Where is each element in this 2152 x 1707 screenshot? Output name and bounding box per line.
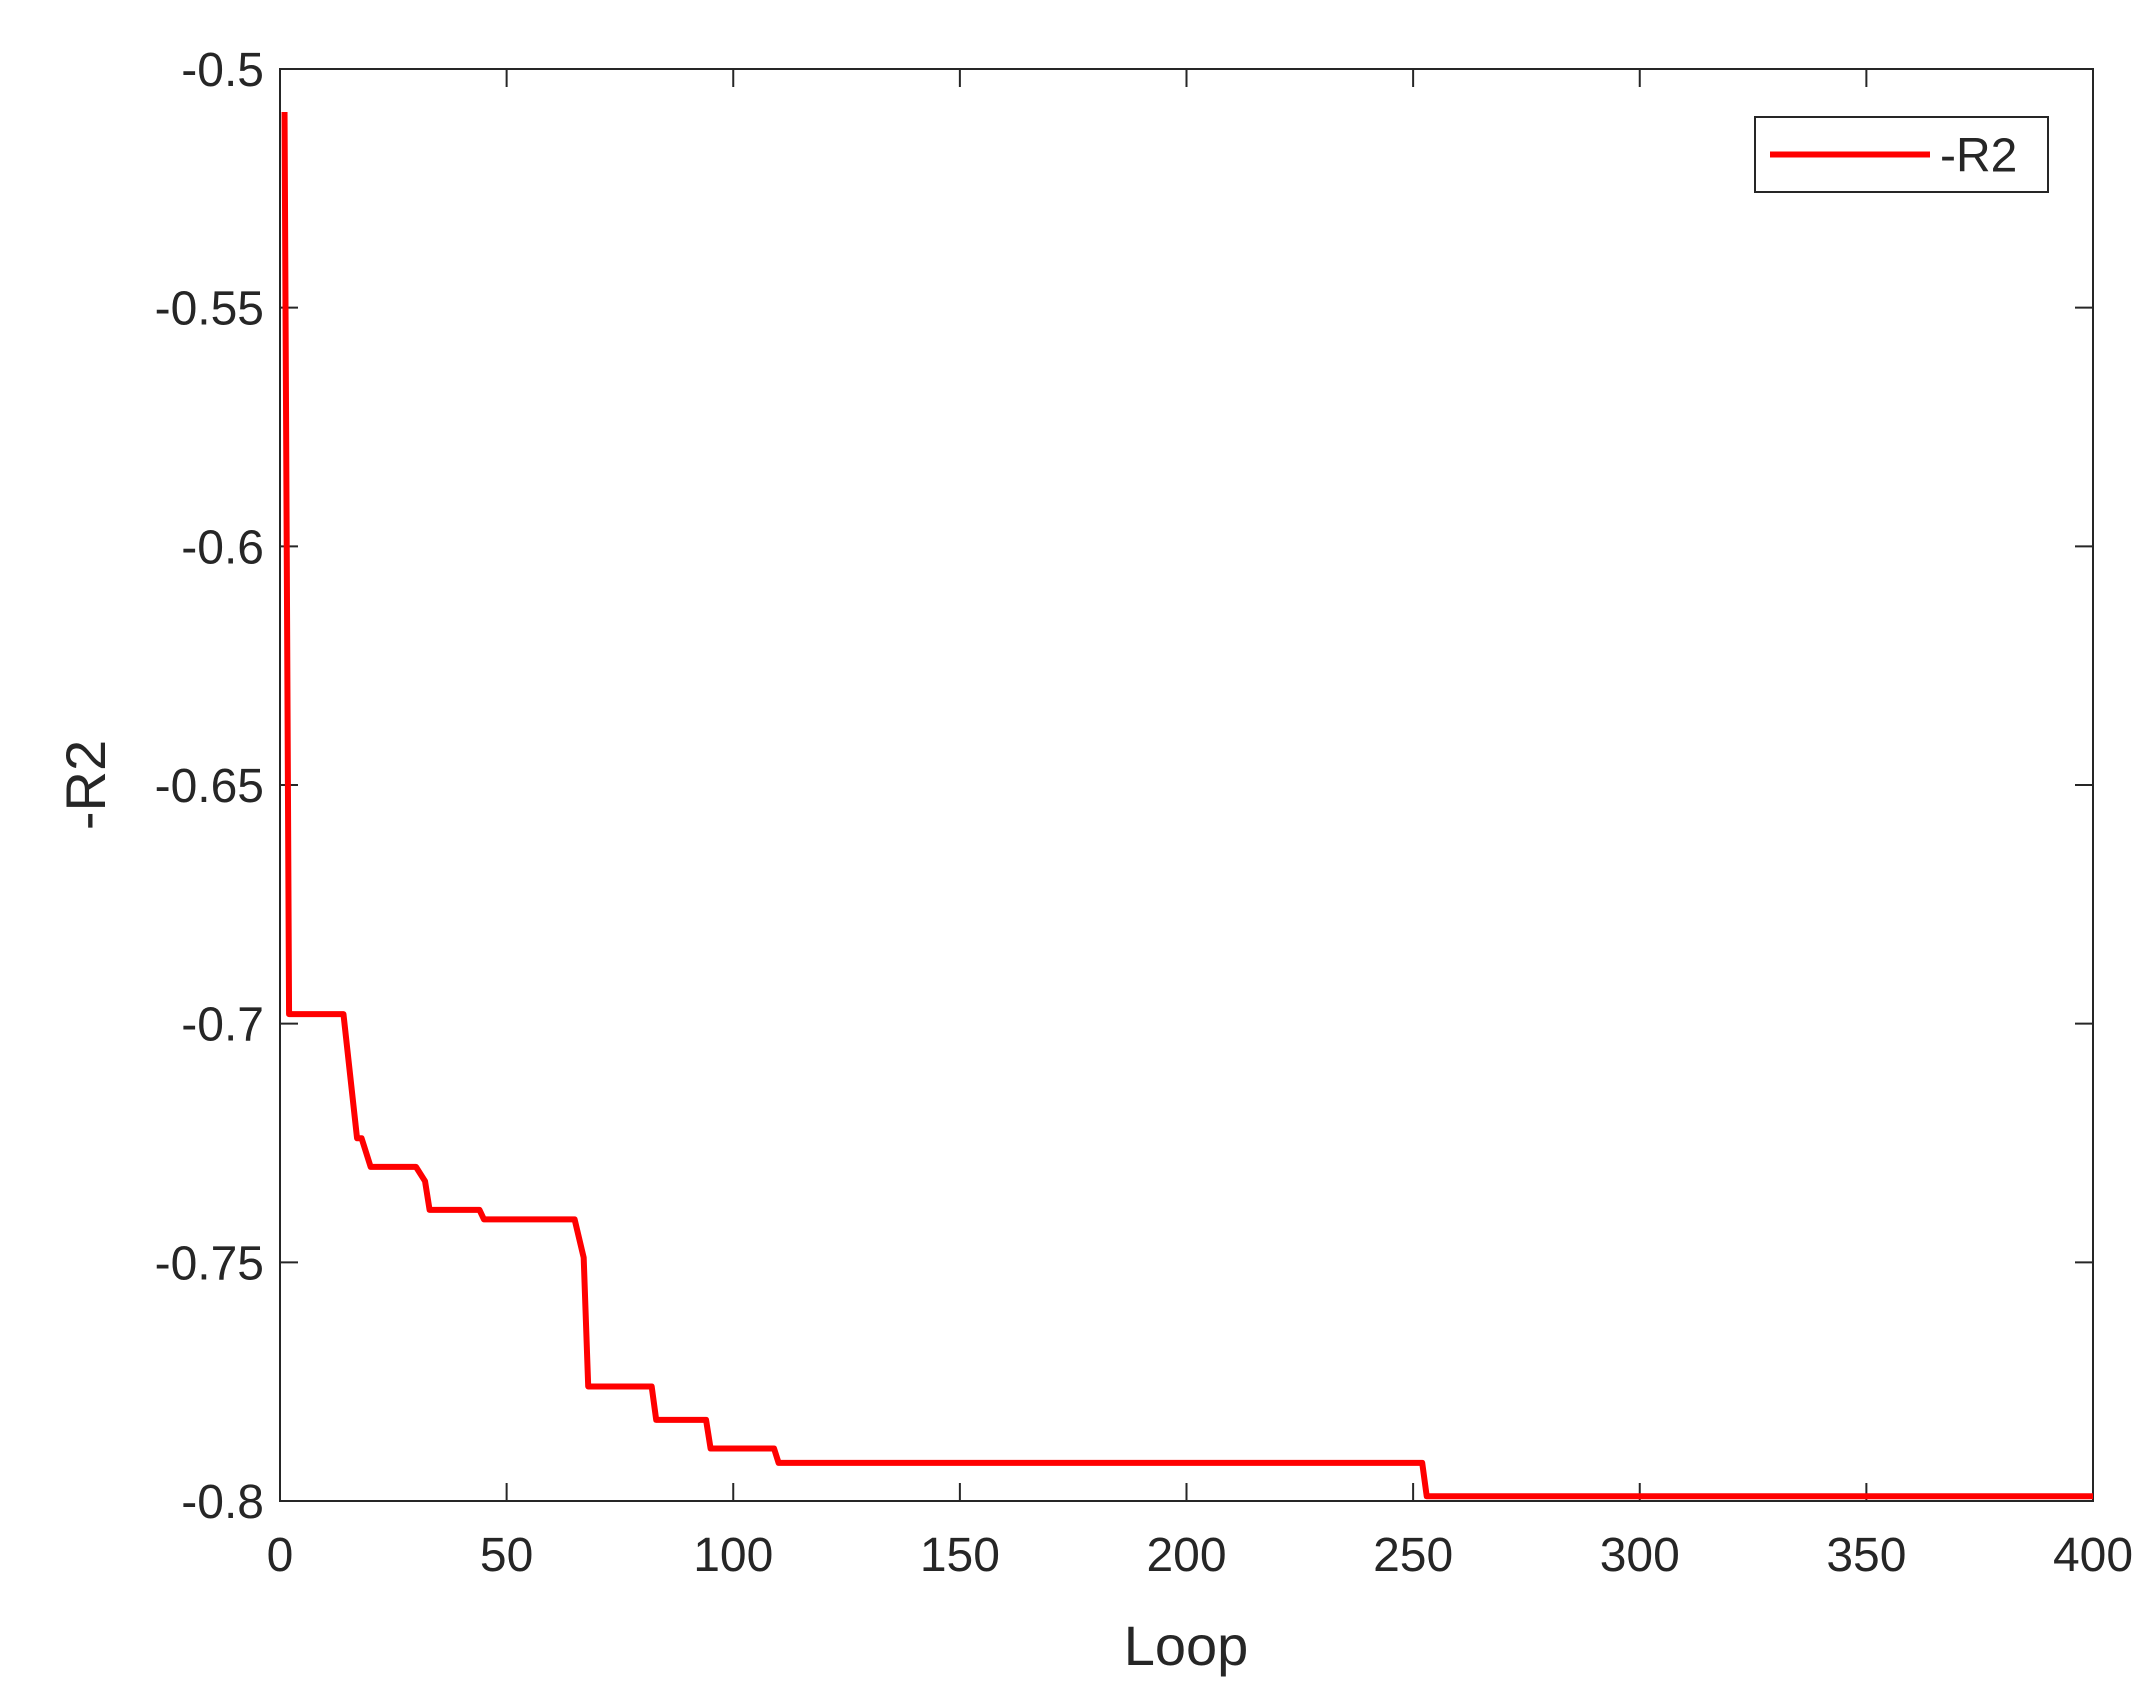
x-tick-label: 100 [693, 1529, 773, 1582]
y-tick-label: -0.5 [181, 44, 264, 97]
y-tick-label: -0.75 [155, 1237, 264, 1290]
y-tick-label: -0.7 [181, 999, 264, 1052]
y-tick-label: -0.55 [155, 283, 264, 336]
x-tick-label: 150 [920, 1529, 1000, 1582]
plot-frame [279, 68, 2094, 1502]
x-tick-label: 300 [1600, 1529, 1680, 1582]
y-tick-label: -0.6 [181, 521, 264, 574]
legend-label: -R2 [1940, 130, 2017, 183]
x-tick-label: 400 [2053, 1529, 2133, 1582]
x-tick-label: 200 [1146, 1529, 1226, 1582]
x-axis-label: Loop [1124, 1614, 1249, 1677]
x-tick-label: 350 [1826, 1529, 1906, 1582]
x-tick-label: 250 [1373, 1529, 1453, 1582]
x-tick-label: 50 [480, 1529, 533, 1582]
y-tick-label: -0.65 [155, 760, 264, 813]
data-line [281, 111, 2093, 1500]
y-tick-label: -0.8 [181, 1476, 264, 1529]
x-tick-label: 0 [267, 1529, 294, 1582]
y-axis-label: -R2 [54, 740, 117, 830]
